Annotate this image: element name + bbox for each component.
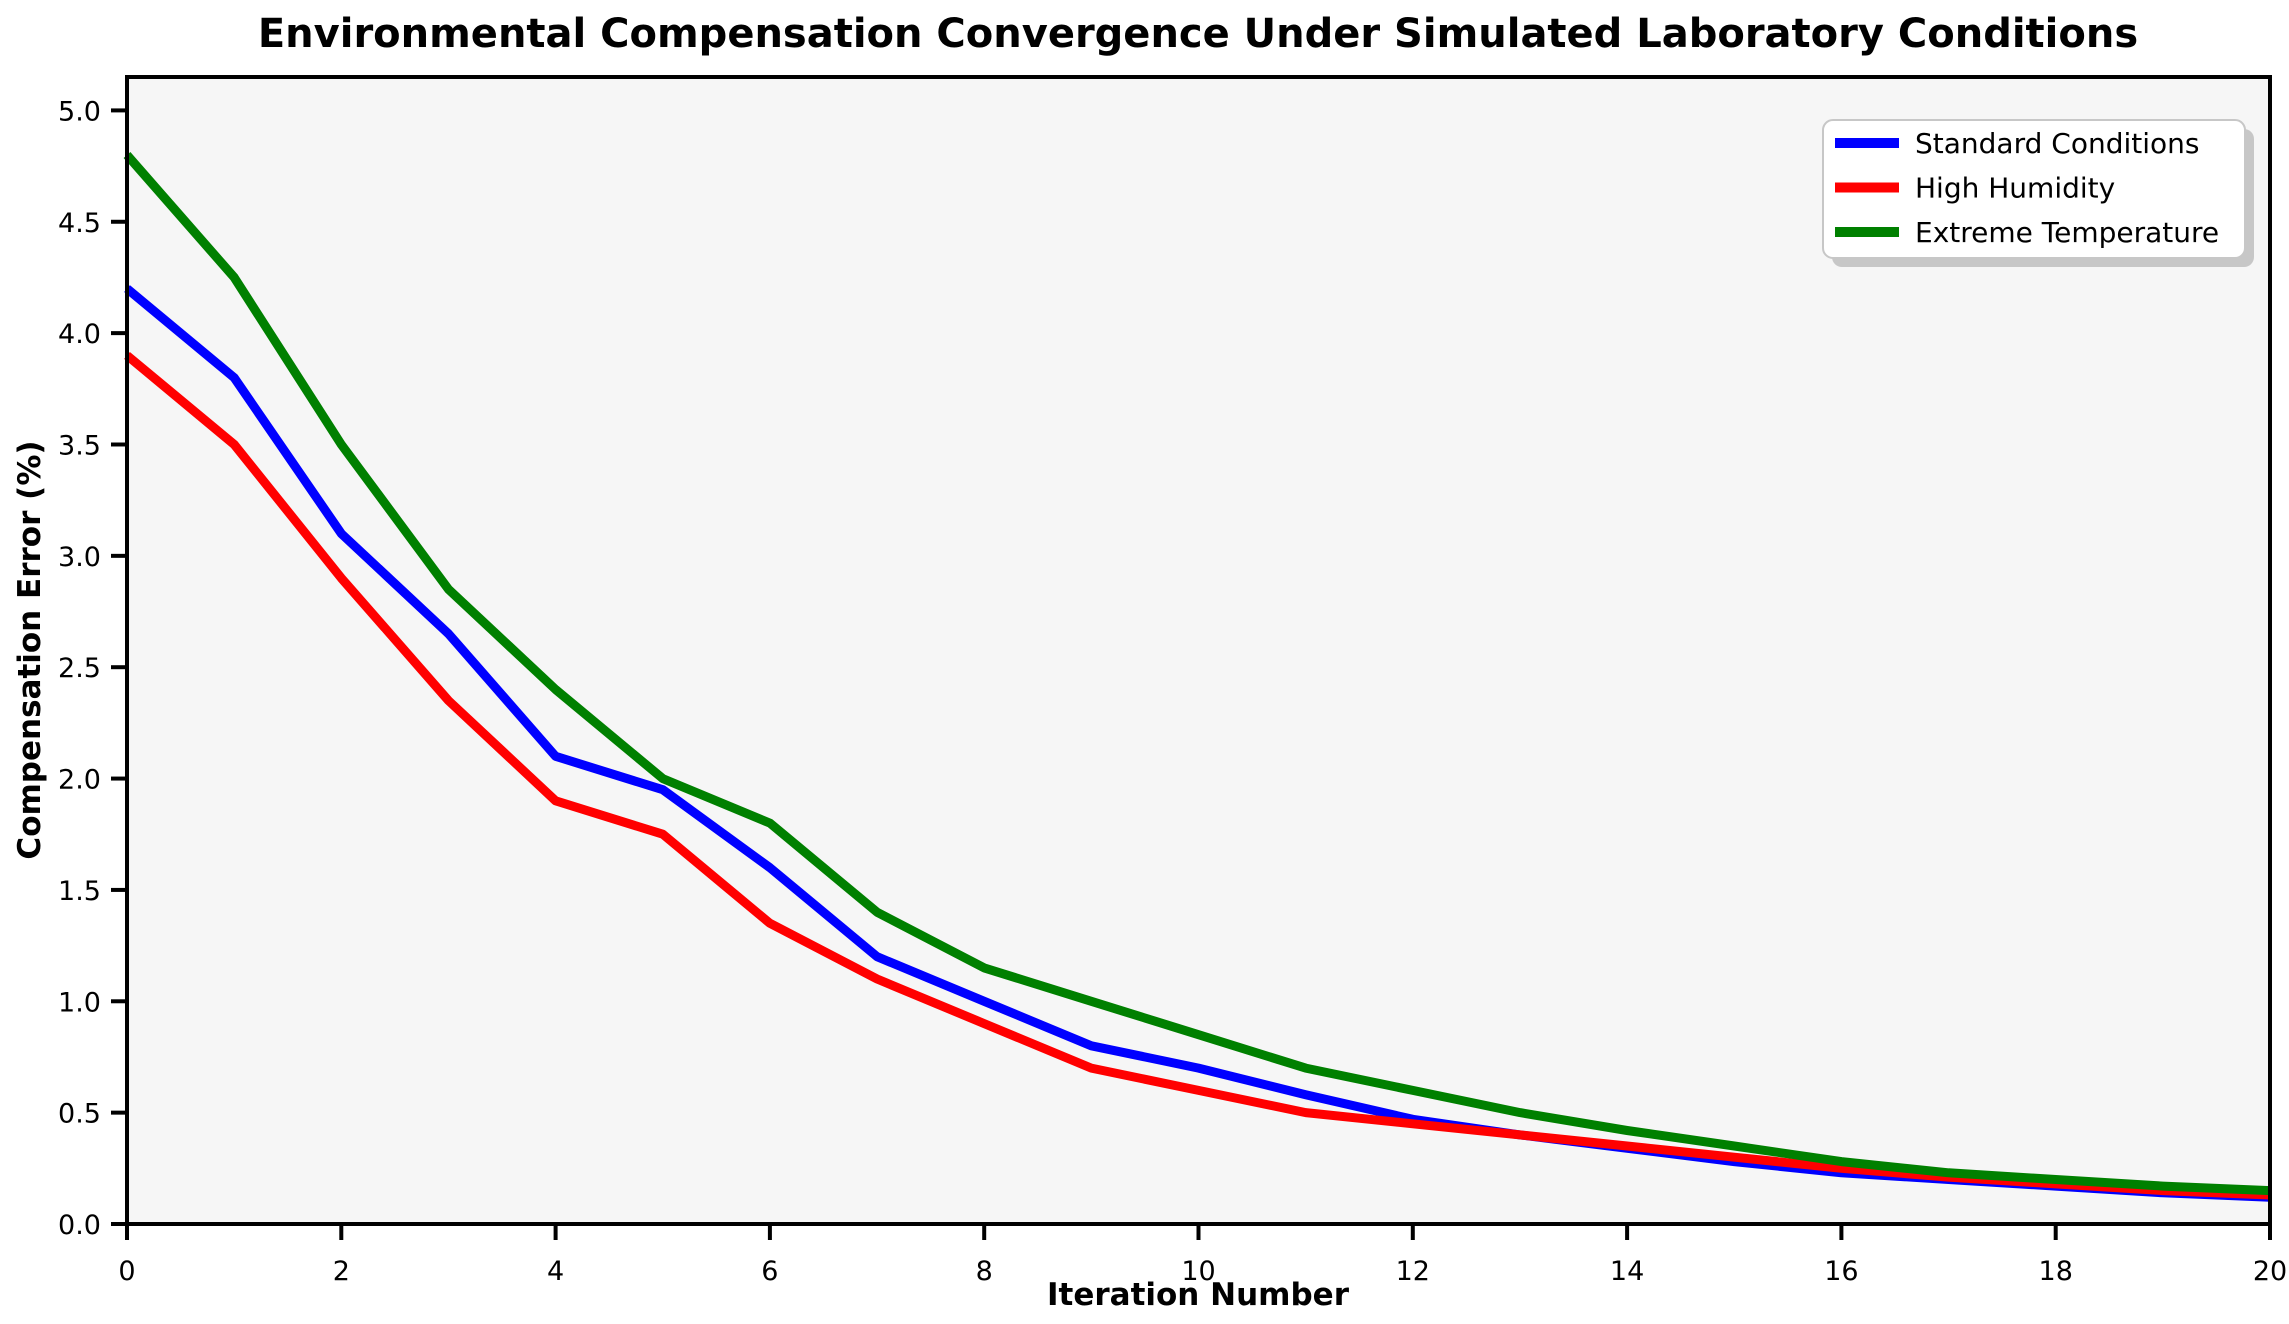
x-tick-label: 10	[1181, 1256, 1215, 1287]
x-tick-label: 18	[2039, 1256, 2073, 1287]
y-tick-label: 3.5	[58, 430, 101, 461]
y-tick-label: 0.0	[58, 1210, 101, 1241]
y-tick-label: 2.0	[58, 765, 101, 796]
legend-entry-label: Standard Conditions	[1915, 127, 2199, 160]
y-tick-label: 3.0	[58, 542, 101, 573]
x-tick-label: 0	[118, 1256, 135, 1287]
y-tick-label: 1.0	[58, 987, 101, 1018]
series-line-high-humidity	[124, 351, 2271, 1200]
x-tick-label: 20	[2253, 1256, 2287, 1287]
x-tick-label: 16	[1824, 1256, 1858, 1287]
x-tick-label: 8	[976, 1256, 993, 1287]
x-tick-label: 14	[1610, 1256, 1644, 1287]
x-axis-ticks: 0 2 4 6 8 10 12 14 16 18 20	[118, 1224, 2287, 1287]
y-tick-label: 4.5	[58, 208, 101, 239]
legend-entry-label: High Humidity	[1915, 172, 2115, 205]
axes-spines	[125, 75, 2272, 1226]
legend-box	[1822, 119, 2246, 259]
y-tick-label: 1.5	[58, 876, 101, 907]
x-tick-label: 4	[547, 1256, 564, 1287]
chart-title: Environmental Compensation Convergence U…	[258, 11, 2138, 57]
y-axis-label: Compensation Error (%)	[12, 440, 48, 859]
y-tick-label: 0.5	[58, 1099, 101, 1130]
y-tick-label: 4.0	[58, 319, 101, 350]
legend: Standard Conditions High Humidity Extreme …	[1822, 119, 2254, 267]
y-axis-ticks: 0.0 0.5 1.0 1.5 2.0 2.5 3.0 3.5 4.0 4.5 5.0	[58, 96, 127, 1241]
x-axis-label: Iteration Number	[1047, 1277, 1350, 1313]
x-tick-label: 12	[1396, 1256, 1430, 1287]
x-tick-label: 6	[761, 1256, 778, 1287]
series-line-extreme-temperature	[123, 152, 2271, 1196]
y-tick-label: 5.0	[58, 96, 101, 127]
legend-entry-label: Extreme Temperature	[1915, 216, 2219, 249]
x-tick-label: 2	[333, 1256, 350, 1287]
y-tick-label: 2.5	[58, 653, 101, 684]
series-lines	[123, 152, 2271, 1202]
